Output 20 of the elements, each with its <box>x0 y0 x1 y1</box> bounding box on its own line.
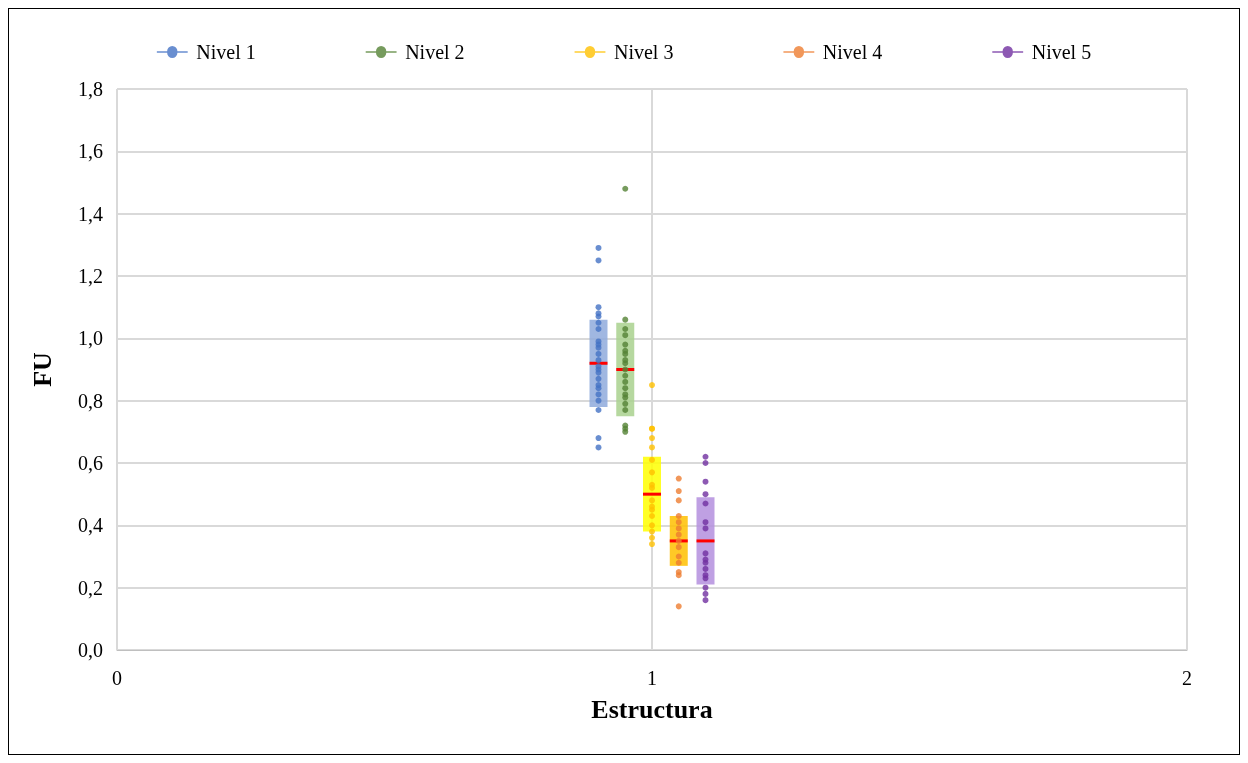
y-tick-label: 0,8 <box>78 389 103 412</box>
legend-label: Nivel 2 <box>405 41 465 63</box>
x-tick-label: 1 <box>647 667 657 689</box>
y-tick-label: 1,4 <box>78 202 103 225</box>
x-axis-title: Estructura <box>591 694 713 724</box>
y-tick-label: 0,2 <box>78 576 103 599</box>
y-tick-label: 0,0 <box>78 639 103 661</box>
legend-label: Nivel 5 <box>1031 41 1092 63</box>
y-axis-title: FU <box>27 351 57 387</box>
y-tick-label: 1,0 <box>78 327 103 350</box>
y-tick-label: 1,2 <box>78 265 103 287</box>
x-tick-label: 2 <box>1182 667 1192 689</box>
y-tick-label: 1,6 <box>78 140 103 163</box>
y-tick-label: 0,6 <box>78 452 103 474</box>
legend-label: Nivel 1 <box>196 41 256 63</box>
y-tick-label: 0,4 <box>78 514 103 537</box>
x-tick-label: 0 <box>112 667 122 689</box>
legend-label: Nivel 3 <box>614 41 674 63</box>
legend-label: Nivel 4 <box>822 41 883 63</box>
y-tick-label: 1,8 <box>78 78 103 100</box>
